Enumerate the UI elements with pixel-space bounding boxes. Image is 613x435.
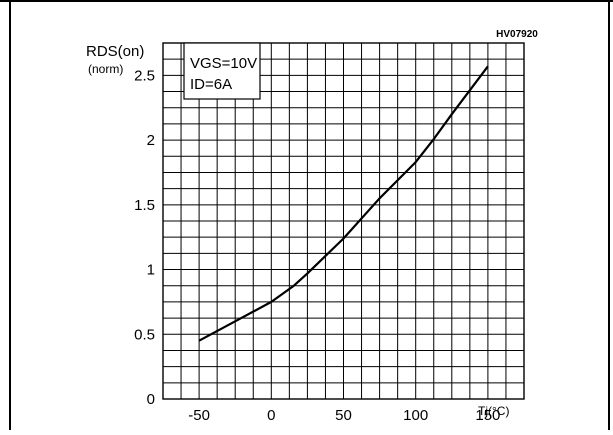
- plot-border: [162, 42, 525, 400]
- annotation-box: [183, 42, 261, 100]
- y-tick-label: 0: [147, 391, 155, 408]
- y-tick-label: 1.5: [134, 197, 155, 214]
- x-axis-label: Tj(°C): [478, 404, 509, 418]
- x-tick-label: 50: [335, 407, 352, 424]
- y-axis-label: RDS(on): [86, 43, 144, 60]
- x-tick-label: 100: [403, 407, 428, 424]
- y-tick-label: 2.5: [134, 67, 155, 84]
- y-tick-label: 0.5: [134, 326, 155, 343]
- x-tick-label: 150: [475, 407, 500, 424]
- y-tick-label: 2: [147, 132, 155, 149]
- tick-labels: -50 0 50 100 150 0 0.5 1 1.5 2 2.5: [134, 67, 500, 424]
- x-tick-label: 0: [267, 407, 275, 424]
- y-tick-label: 1: [147, 262, 155, 279]
- chart-code: HV07920: [496, 29, 538, 40]
- x-tick-label: -50: [188, 407, 210, 424]
- series-line: [198, 65, 489, 342]
- series-layer: [198, 65, 489, 342]
- annotation-id: ID=6A: [190, 76, 232, 93]
- y-axis-unit: (norm): [88, 62, 123, 76]
- annotation-vgs: VGS=10V: [190, 55, 257, 72]
